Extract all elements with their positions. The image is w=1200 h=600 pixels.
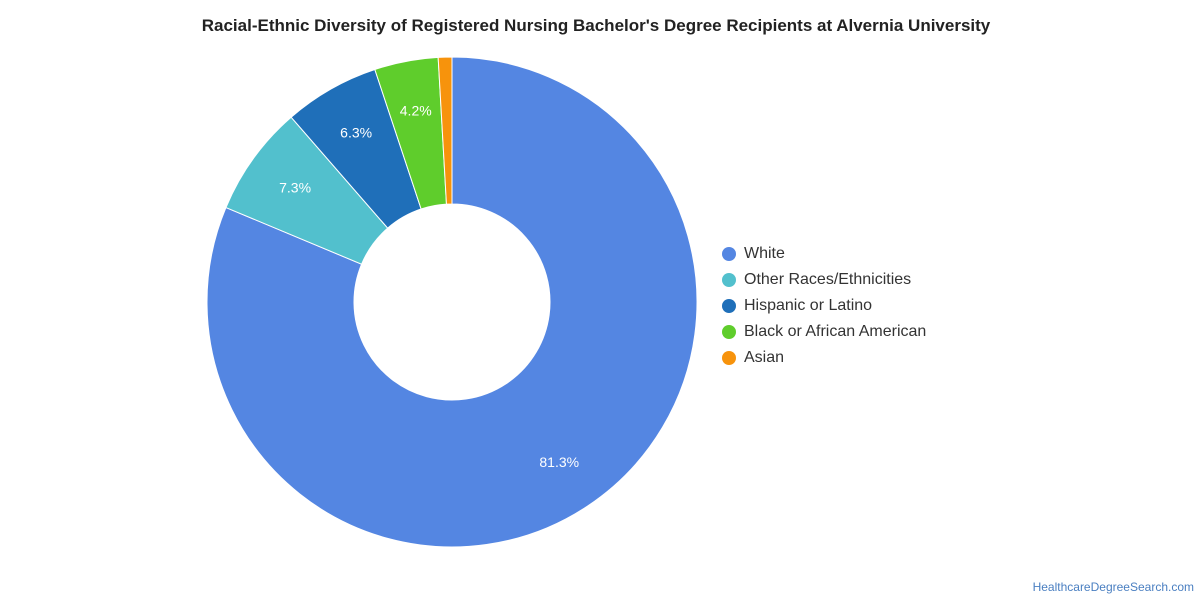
data-label: 7.3% bbox=[279, 179, 311, 195]
legend-label: Other Races/Ethnicities bbox=[744, 271, 912, 288]
data-label: 4.2% bbox=[400, 103, 432, 119]
legend-label: Asian bbox=[744, 349, 785, 366]
legend-item[interactable]: Hispanic or Latino bbox=[722, 293, 926, 319]
legend-swatch bbox=[722, 247, 736, 261]
legend-item[interactable]: Asian bbox=[722, 345, 926, 371]
chart-title: Racial-Ethnic Diversity of Registered Nu… bbox=[201, 16, 991, 35]
legend-swatch bbox=[722, 325, 736, 339]
legend-label: Hispanic or Latino bbox=[744, 297, 873, 314]
legend-item[interactable]: White bbox=[722, 241, 926, 267]
slice-asian[interactable] bbox=[437, 56, 453, 205]
legend-swatch bbox=[722, 273, 736, 287]
legend-label: Black or African American bbox=[744, 323, 927, 340]
data-label: 6.3% bbox=[340, 125, 372, 141]
legend-label: White bbox=[744, 245, 785, 262]
legend-swatch bbox=[722, 299, 736, 313]
legend: White Other Races/Ethnicities Hispanic or … bbox=[722, 241, 926, 371]
data-label: 81.3% bbox=[539, 454, 579, 470]
legend-item[interactable]: Other Races/Ethnicities bbox=[722, 267, 926, 293]
legend-item[interactable]: Black or African American bbox=[722, 319, 926, 345]
legend-swatch bbox=[722, 351, 736, 365]
source-credit-link[interactable]: HealthcareDegreeSearch.com bbox=[1032, 580, 1194, 594]
slice-white[interactable] bbox=[206, 56, 698, 548]
